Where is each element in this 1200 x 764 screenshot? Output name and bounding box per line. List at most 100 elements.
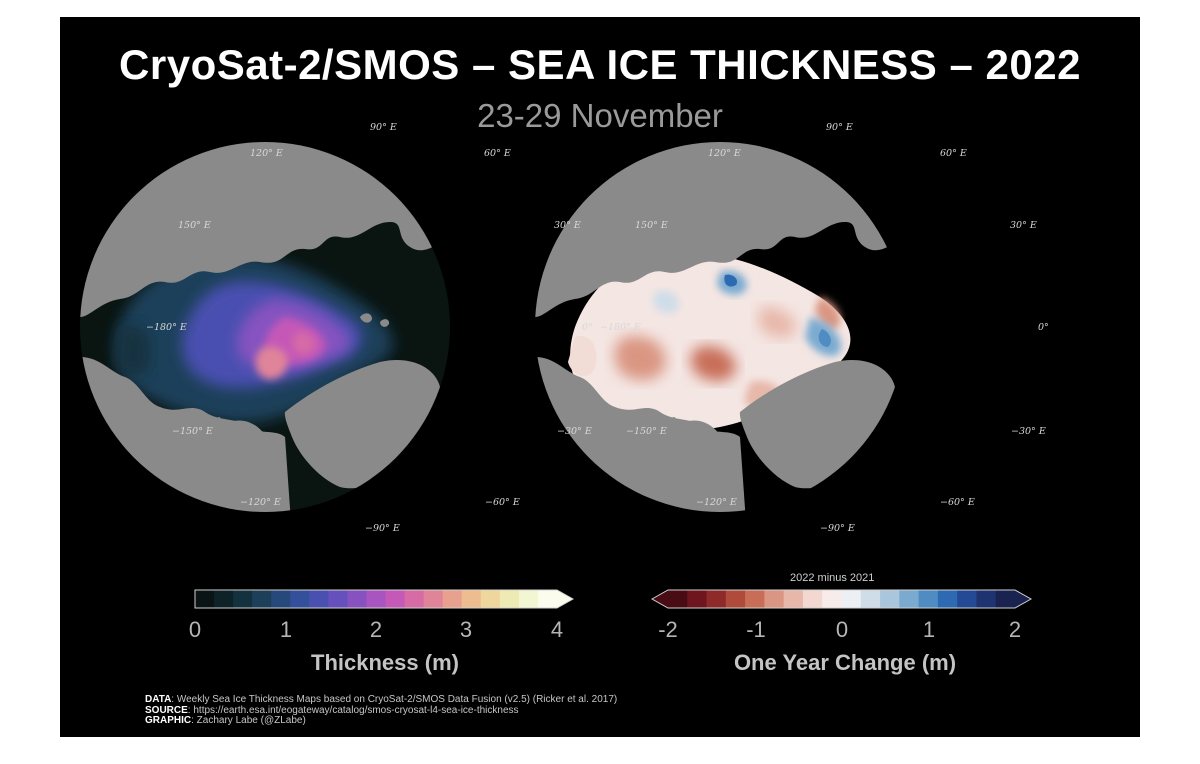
left-lon-30e: 30° E <box>554 220 581 231</box>
change-colorbar <box>650 589 1033 609</box>
right-lon-120w: −120° E <box>696 497 737 508</box>
thickness-colorbar-segment <box>328 590 348 608</box>
credits-data-text: : Weekly Sea Ice Thickness Maps based on… <box>171 694 618 705</box>
left-lon-120e: 120° E <box>250 148 283 159</box>
thickness-tick: 1 <box>279 617 293 642</box>
right-lon-30e: 30° E <box>1010 220 1037 231</box>
change-tick: -2 <box>658 617 678 642</box>
thickness-tick: 3 <box>459 617 473 642</box>
thickness-colorbar-segment <box>385 590 406 608</box>
left-lon-30w: −30° E <box>557 426 592 437</box>
change-colorbar-segment <box>937 590 958 608</box>
change-tick: 0 <box>835 617 849 642</box>
right-lon-30w: −30° E <box>1011 426 1046 437</box>
credits-source-text: : https://earth.esa.int/eogateway/catalo… <box>187 704 519 716</box>
change-colorbar-segment <box>899 590 920 608</box>
thickness-colorbar-segment <box>347 590 367 608</box>
credits-data-line: DATA: Weekly Sea Ice Thickness Maps base… <box>145 694 618 706</box>
credits-source-label: SOURCE <box>145 704 188 716</box>
credits-graphic-line: GRAPHIC: Zachary Labe (@ZLabe) <box>145 715 617 727</box>
thickness-ice-field <box>115 254 393 423</box>
right-lon-120e: 120° E <box>708 148 741 159</box>
change-colorbar-segment <box>725 590 746 608</box>
thickness-colorbar-segment-outline <box>194 589 575 609</box>
thickness-colorbar-segment <box>271 590 291 608</box>
credits-source-line: SOURCE: https://earth.esa.int/eogateway/… <box>145 704 617 717</box>
change-colorbar-segment <box>918 590 939 608</box>
thickness-colorbar-segment <box>290 590 310 608</box>
change-colorbar-segment <box>687 590 708 608</box>
right-lon-150w: −150° E <box>626 426 667 437</box>
right-lon-150e: 150° E <box>635 220 668 231</box>
page-subtitle: 23-29 November <box>477 97 723 134</box>
thickness-tick: 2 <box>369 617 383 642</box>
thickness-colorbar-segment <box>309 590 329 608</box>
left-lon-150e: 150° E <box>178 220 211 231</box>
thickness-map <box>80 142 450 512</box>
thickness-tick: 4 <box>550 617 564 642</box>
change-colorbar-segment-extend-min <box>652 590 668 608</box>
change-colorbar-segment <box>860 590 881 608</box>
thickness-colorbar-segment <box>366 590 387 608</box>
change-colorbar-segment <box>822 590 842 608</box>
thickness-colorbar-segment <box>537 590 558 608</box>
thickness-map-archipelago <box>180 413 265 447</box>
left-lon-60e: 60° E <box>484 148 511 159</box>
change-colorbar-segment <box>880 590 900 608</box>
thickness-colorbar-segment-extend-max <box>557 590 573 608</box>
page-title: CryoSat-2/SMOS – SEA ICE THICKNESS – 202… <box>119 41 1081 88</box>
change-tick: -1 <box>746 617 766 642</box>
left-lon-120w: −120° E <box>240 497 281 508</box>
change-map-archipelago <box>635 413 720 447</box>
left-lon-150w: −150° E <box>172 426 213 437</box>
right-lon-0e: 0° <box>1038 322 1049 333</box>
change-colorbar-segment <box>841 590 862 608</box>
thickness-colorbar-segment <box>480 590 501 608</box>
left-lon-90w: −90° E <box>365 523 400 534</box>
thickness-colorbar-segment <box>233 590 253 608</box>
right-lon-60e: 60° E <box>940 148 967 159</box>
thickness-tick: 0 <box>188 617 202 642</box>
change-colorbar-subtitle: 2022 minus 2021 <box>790 572 875 584</box>
change-colorbar-segment <box>783 590 804 608</box>
thickness-colorbar-segment <box>214 590 234 608</box>
infographic-panel: CryoSat-2/SMOS – SEA ICE THICKNESS – 202… <box>60 17 1140 737</box>
right-lon-90w: −90° E <box>820 523 855 534</box>
thickness-colorbar-segment <box>195 590 215 608</box>
change-colorbar-segment <box>976 590 997 608</box>
change-colorbar-segment <box>668 590 688 608</box>
change-colorbar-segment <box>745 590 765 608</box>
thickness-colorbar-segment <box>423 590 444 608</box>
change-colorbar-segment <box>802 590 823 608</box>
maps-svg <box>80 142 1033 609</box>
credits-block: DATA: Weekly Sea Ice Thickness Maps base… <box>145 694 618 727</box>
thickness-colorbar-segment <box>461 590 482 608</box>
left-lon-90e: 90° E <box>370 122 397 133</box>
credits-graphic-label: GRAPHIC <box>145 715 192 726</box>
right-lon-60w: −60° E <box>940 497 975 508</box>
change-colorbar-segment <box>706 590 727 608</box>
thickness-colorbar-segment <box>518 590 539 608</box>
thickness-colorbar <box>194 589 575 609</box>
left-lon-180e: −180° E <box>146 322 187 333</box>
left-lon-60w: −60° E <box>485 497 520 508</box>
change-colorbar-segment-outline <box>650 589 1033 609</box>
thickness-map-islands <box>360 313 390 327</box>
credits-data-label: DATA <box>145 694 172 705</box>
thickness-colorbar-segment <box>499 590 520 608</box>
thickness-colorbar-title: Thickness (m) <box>311 650 459 675</box>
change-colorbar-segment <box>995 590 1016 608</box>
thickness-colorbar-segment <box>252 590 272 608</box>
change-colorbar-segment <box>764 590 785 608</box>
right-lon-180e: −180° E <box>600 322 641 333</box>
thickness-colorbar-segment <box>404 590 425 608</box>
change-colorbar-segment-extend-max <box>1015 590 1031 608</box>
left-lon-0e: 0° <box>582 322 593 333</box>
change-colorbar-segment <box>957 590 977 608</box>
credits-graphic-text: : Zachary Labe (@ZLabe) <box>191 715 306 726</box>
right-lon-90e: 90° E <box>826 122 853 133</box>
thickness-colorbar-segment <box>442 590 463 608</box>
change-tick: 2 <box>1008 617 1022 642</box>
change-colorbar-title: One Year Change (m) <box>733 650 957 675</box>
change-tick: 1 <box>922 617 936 642</box>
